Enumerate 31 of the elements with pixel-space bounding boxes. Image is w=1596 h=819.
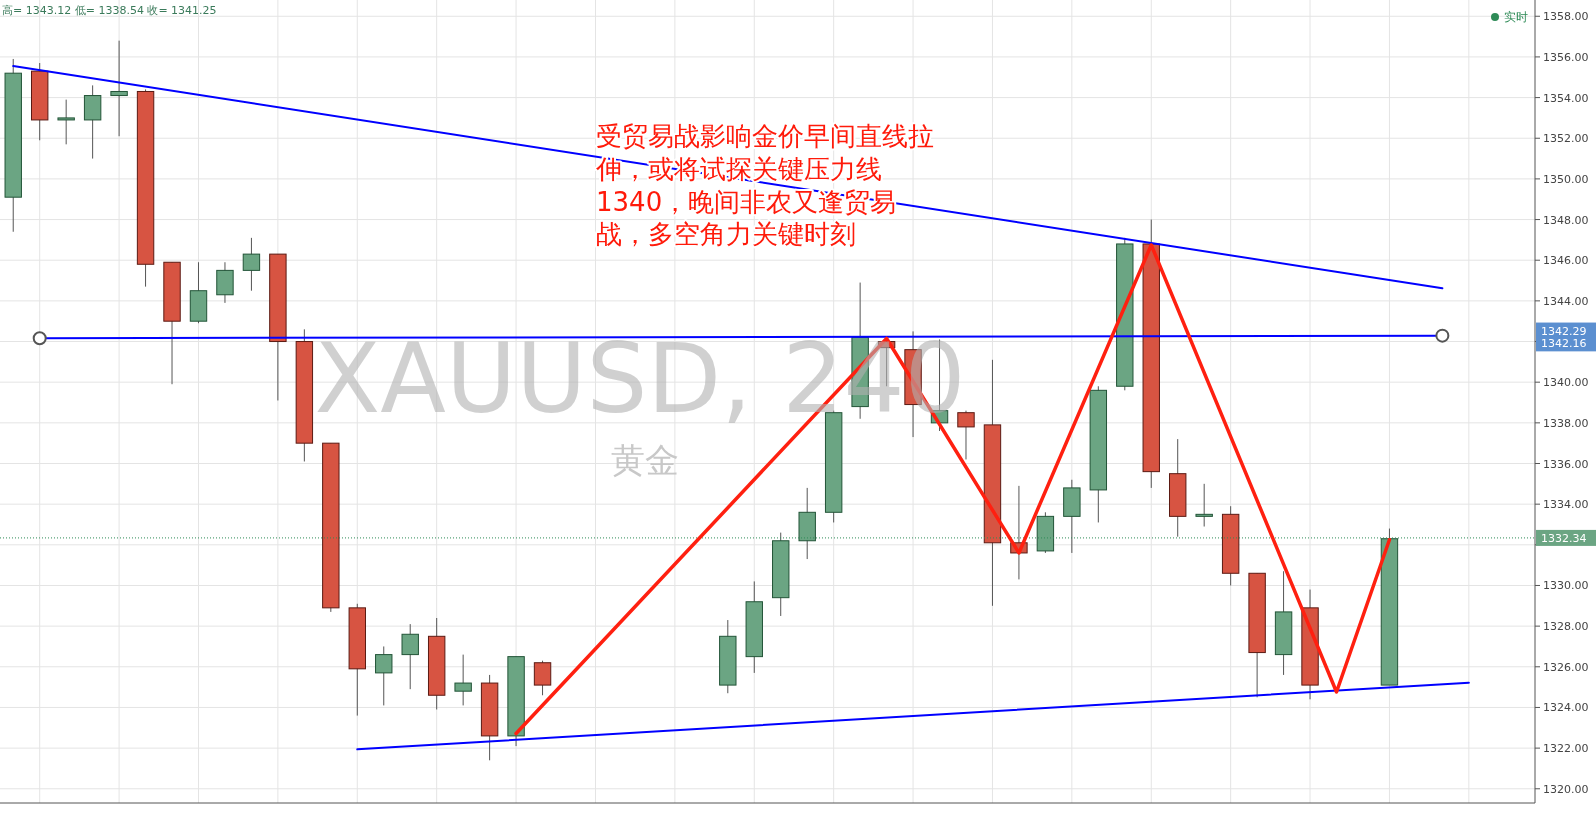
ref-line-label: 1332.34 [1541,531,1587,545]
text: 1342.29 [1541,324,1587,338]
y-tick-label: 1324.00 [1543,701,1589,715]
candlestick [242,237,261,292]
y-tick-label: 1338.00 [1543,416,1589,430]
y-tick-label: 1356.00 [1543,50,1589,64]
y-tick-label: 1348.00 [1543,213,1589,227]
candlestick [454,654,472,706]
y-tick-label: 1340.00 [1543,376,1589,390]
y-tick-label: 1358.00 [1543,10,1589,24]
y-tick-label: 1344.00 [1543,294,1589,308]
y-tick-label: 1322.00 [1543,742,1589,756]
candlestick [375,645,393,706]
y-tick-label: 1334.00 [1543,498,1589,512]
y-tick-label: 1346.00 [1543,254,1589,268]
y-tick-label: 1328.00 [1543,620,1589,634]
candlestick [401,623,419,690]
candlestick [533,660,552,696]
candlestick [1195,483,1213,528]
y-tick-label: 1352.00 [1543,132,1589,146]
text: 1342.16 [1541,337,1587,351]
y-tick-label: 1336.00 [1543,457,1589,471]
y-tick-label: 1326.00 [1543,660,1589,674]
candlestick [57,99,75,145]
candlestick [110,40,128,137]
annotation: 实时 [1504,10,1528,24]
y-tick-label: 1320.00 [1543,782,1589,796]
y-tick-label: 1350.00 [1543,172,1589,186]
y-tick-label: 1330.00 [1543,579,1589,593]
annotation: 高= 1343.12 低= 1338.54 收= 1341.25 [2,4,217,17]
y-tick-label: 1354.00 [1543,91,1589,105]
